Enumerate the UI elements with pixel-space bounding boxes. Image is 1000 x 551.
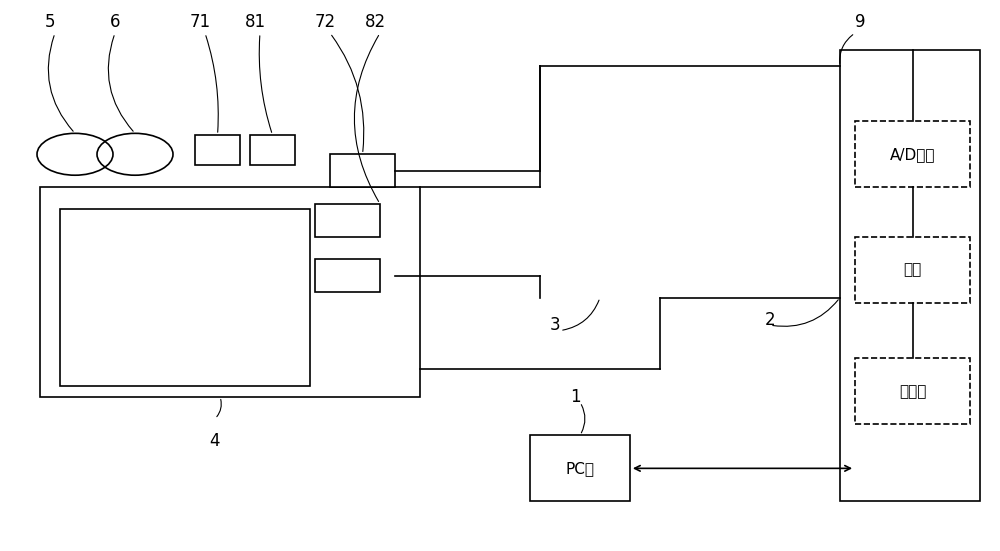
Text: 72: 72 bbox=[314, 13, 336, 31]
Text: A/D转换: A/D转换 bbox=[890, 147, 935, 162]
Bar bbox=[315, 204, 380, 237]
Bar bbox=[855, 121, 970, 187]
Bar bbox=[330, 154, 395, 187]
Bar bbox=[60, 209, 310, 386]
Text: 2: 2 bbox=[765, 311, 775, 328]
Text: 82: 82 bbox=[364, 13, 386, 31]
Text: 放大: 放大 bbox=[903, 262, 922, 278]
Text: 3: 3 bbox=[550, 316, 560, 334]
Text: 71: 71 bbox=[189, 13, 211, 31]
Text: 4: 4 bbox=[210, 432, 220, 450]
Text: 81: 81 bbox=[244, 13, 266, 31]
Bar bbox=[250, 135, 295, 165]
Text: 5: 5 bbox=[45, 13, 55, 31]
Text: 处理器: 处理器 bbox=[899, 383, 926, 399]
Text: PC机: PC机 bbox=[566, 461, 594, 476]
Bar bbox=[530, 435, 630, 501]
Text: 9: 9 bbox=[855, 13, 865, 31]
Text: 6: 6 bbox=[110, 13, 120, 31]
Bar bbox=[855, 237, 970, 303]
Bar bbox=[840, 50, 980, 501]
Bar bbox=[40, 187, 420, 397]
Text: 1: 1 bbox=[570, 388, 580, 406]
Bar bbox=[315, 259, 380, 292]
Bar bbox=[855, 358, 970, 424]
Bar bbox=[195, 135, 240, 165]
